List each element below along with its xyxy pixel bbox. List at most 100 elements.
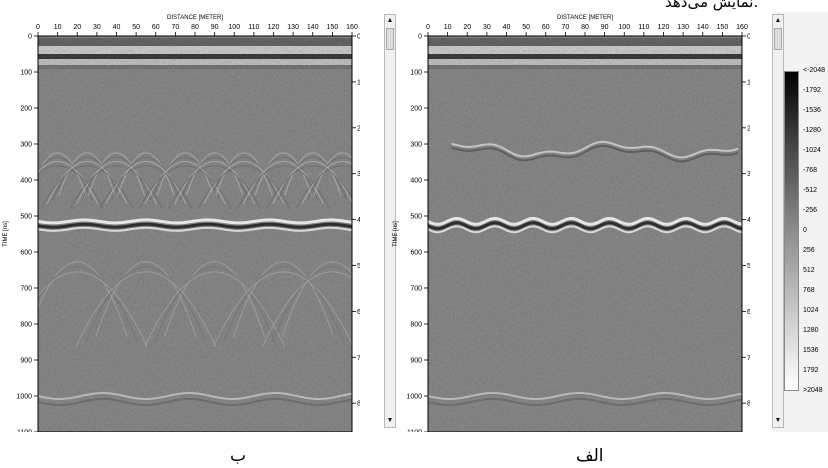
y-left-tick-label: 700 [410, 286, 422, 293]
y-left-tick-label: 600 [20, 250, 32, 257]
colorbar-label: 0 [803, 227, 807, 234]
x-tick-label: 120 [658, 24, 670, 31]
y-left-tick-label: 200 [410, 106, 422, 113]
y-right-tick-label: 10 [357, 79, 360, 86]
x-tick-label: 30 [483, 24, 491, 31]
x-axis-title: DISTANCE [METER] [167, 15, 223, 21]
radargram-left: DISTANCE [METER]0 10 20 30 40 50 60 70 80 90 100 11… [3, 15, 360, 433]
y-right-tick-label: 60 [747, 309, 750, 316]
y-right-tick-label: 60 [357, 309, 360, 316]
x-tick-label: 100 [228, 24, 240, 31]
colorbar-label: 1024 [803, 307, 819, 314]
x-tick-label: 30 [93, 24, 101, 31]
y-right-tick-label: 70 [747, 355, 750, 362]
y-right-tick-label: 50 [357, 263, 360, 270]
x-tick-label: 20 [463, 24, 471, 31]
x-tick-label: 110 [248, 24, 259, 31]
y-right-tick-label: 20 [357, 125, 360, 132]
x-tick-label: 50 [132, 24, 140, 31]
x-tick-label: 70 [171, 24, 179, 31]
colorbar-label: 1792 [803, 367, 819, 374]
arrow-down-icon[interactable]: ▼ [386, 417, 394, 424]
arrow-down-icon[interactable]: ▼ [774, 417, 782, 424]
y-left-tick-label: 100 [410, 70, 422, 77]
x-tick-label: 10 [54, 24, 62, 31]
y-left-tick-label: 900 [410, 358, 422, 365]
x-tick-label: 150 [327, 24, 339, 31]
x-tick-label: 60 [152, 24, 160, 31]
radargram-right: DISTANCE [METER]0 10 20 30 40 50 60 70 80 90 100 11… [393, 15, 750, 433]
y-left-tick-label: 800 [20, 322, 32, 329]
colorbar-label: >2048 [803, 387, 823, 394]
x-tick-label: 10 [444, 24, 452, 31]
x-tick-label: 0 [36, 24, 40, 31]
scroll-thumb[interactable] [386, 28, 394, 50]
x-tick-label: 80 [581, 24, 589, 31]
colorbar: <-2048 -1792 -1536 -1280 -1024 -768 -512 -256 0 2… [784, 66, 828, 396]
y-left-tick-label: 600 [410, 250, 422, 257]
y-right-tick-label: 80 [747, 401, 750, 408]
radargram-panel-right: DISTANCE [METER] 0 10 20 30 40 50 60 70 80 90 100 11… [390, 10, 750, 432]
y-left-tick-label: 1000 [406, 394, 422, 401]
colorbar-label: 1536 [803, 347, 819, 354]
y-left-tick-label: 0 [28, 34, 32, 41]
colorbar-label: -512 [803, 187, 818, 194]
y-left-tick-label: 0 [418, 34, 422, 41]
y-left-axis-title: TIME [ns] [393, 221, 399, 247]
x-tick-label: 60 [542, 24, 550, 31]
x-tick-label: 110 [638, 24, 649, 31]
colorbar-gradient [784, 71, 799, 391]
y-left-axis-title: TIME [ns] [3, 221, 9, 247]
y-left-tick-label: 1100 [17, 430, 32, 433]
x-tick-label: 160 [736, 24, 748, 31]
x-tick-label: 0 [426, 24, 430, 31]
y-left-tick-label: 900 [20, 358, 32, 365]
colorbar-label: 512 [803, 267, 815, 274]
y-right-tick-label: 80 [357, 401, 360, 408]
y-left-tick-label: 700 [20, 286, 32, 293]
y-left-tick-label: 300 [20, 142, 32, 149]
y-left-tick-label: 400 [20, 178, 32, 185]
y-right-tick-label: 0 [357, 34, 360, 41]
colorbar-label: 1280 [803, 327, 819, 334]
x-tick-label: 150 [717, 24, 729, 31]
y-left-tick-label: 100 [20, 70, 32, 77]
radargram-panel-left: DISTANCE [METER] 0 10 20 30 40 50 60 70 80 90 100 11… [0, 10, 360, 432]
caption-left: ب [230, 446, 247, 466]
y-right-tick-label: 70 [357, 355, 360, 362]
x-tick-label: 160 [346, 24, 358, 31]
colorbar-label: -1792 [803, 87, 821, 94]
x-tick-label: 100 [618, 24, 630, 31]
scroll-thumb[interactable] [774, 28, 782, 50]
y-left-tick-label: 300 [410, 142, 422, 149]
colorbar-label: <-2048 [803, 67, 825, 74]
x-tick-label: 40 [503, 24, 511, 31]
colorbar-label: -1280 [803, 127, 821, 134]
y-right-tick-label: 40 [357, 217, 360, 224]
x-tick-label: 130 [287, 24, 299, 31]
y-left-tick-label: 800 [410, 322, 422, 329]
y-right-tick-label: 30 [357, 171, 360, 178]
colorbar-label: 256 [803, 247, 815, 254]
x-tick-label: 140 [697, 24, 709, 31]
x-tick-label: 20 [73, 24, 81, 31]
arrow-up-icon[interactable]: ▲ [774, 17, 782, 24]
colorbar-label: -256 [803, 207, 818, 214]
scrollbar-left[interactable]: ▲ ▼ [384, 14, 396, 428]
y-left-tick-label: 1100 [407, 430, 422, 433]
caption-right: الف [576, 446, 604, 466]
scrollbar-right[interactable]: ▲ ▼ [772, 14, 784, 428]
x-tick-label: 90 [601, 24, 609, 31]
arrow-up-icon[interactable]: ▲ [386, 17, 394, 24]
x-tick-label: 80 [191, 24, 199, 31]
y-left-tick-label: 500 [410, 214, 422, 221]
colorbar-label: -1024 [803, 147, 821, 154]
x-tick-label: 120 [268, 24, 280, 31]
x-tick-label: 130 [677, 24, 689, 31]
colorbar-label: -1536 [803, 107, 821, 114]
y-right-tick-label: 10 [747, 79, 750, 86]
y-right-tick-label: 50 [747, 263, 750, 270]
x-axis-title: DISTANCE [METER] [557, 15, 613, 21]
x-tick-label: 50 [522, 24, 530, 31]
y-right-tick-label: 0 [747, 34, 750, 41]
